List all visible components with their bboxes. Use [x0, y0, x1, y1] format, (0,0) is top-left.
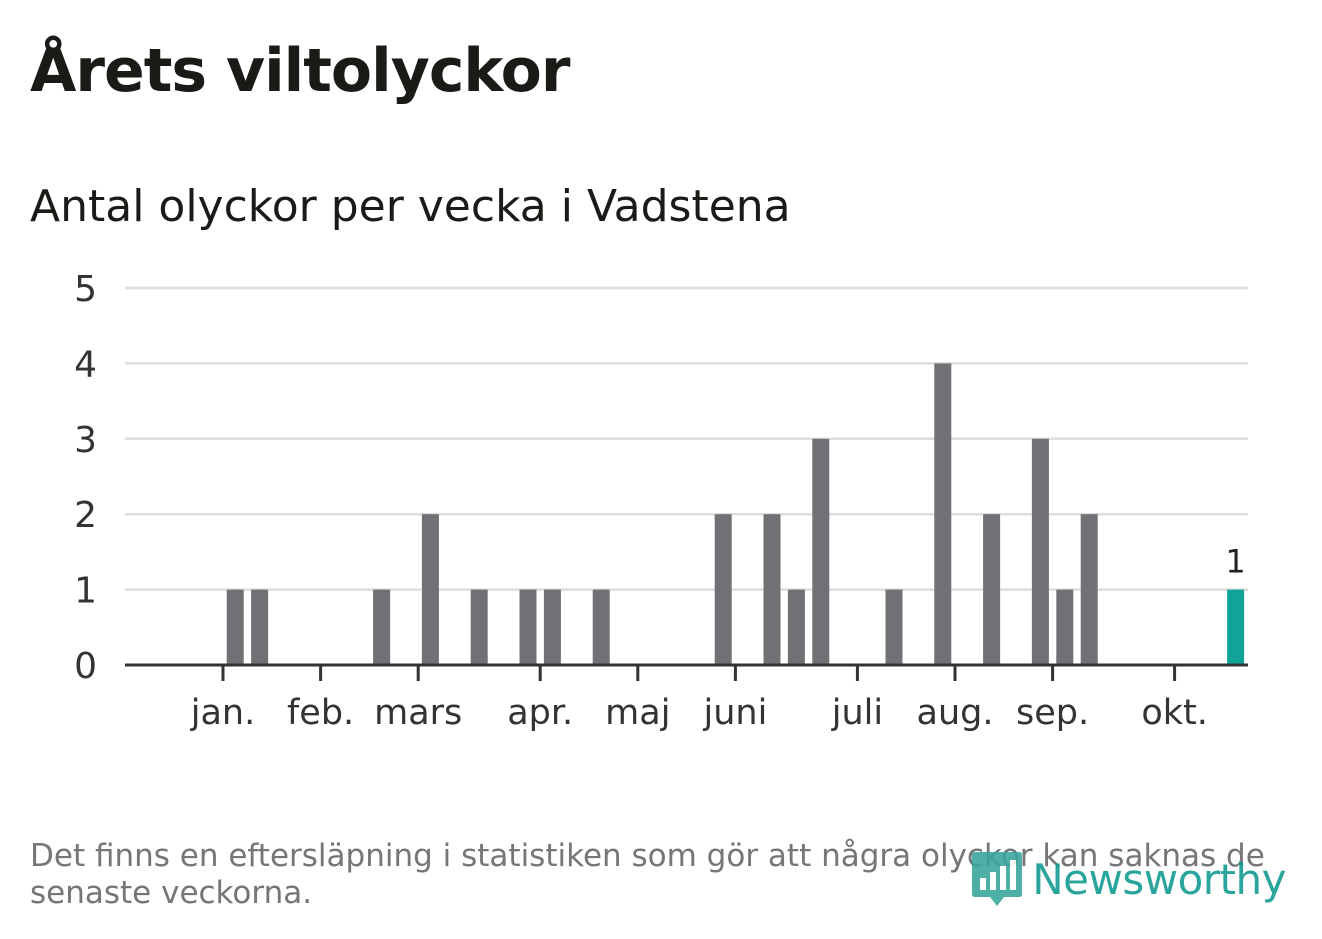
x-tick-label: apr. [507, 693, 573, 733]
chart-title: Årets viltolyckor [30, 36, 570, 106]
bar [519, 589, 537, 665]
bar [934, 363, 952, 665]
x-tick-label: aug. [917, 693, 994, 733]
bar [1227, 589, 1245, 665]
data-label: 1 [1225, 543, 1245, 581]
x-tick-label: juli [831, 693, 883, 733]
bar [763, 514, 781, 665]
bar [714, 514, 732, 665]
bar [787, 589, 805, 665]
bar [543, 589, 561, 665]
newsworthy-logo-icon [972, 852, 1023, 906]
bar-chart: 0 1 2 3 4 5 1 jan. feb. mars apr. maj juni juli aug. se… [74, 269, 1248, 733]
x-tick-label: feb. [287, 693, 354, 733]
x-tick-label: juni [702, 693, 767, 733]
footnote: Det finns en eftersläpning i statistiken… [30, 838, 1265, 911]
x-tick-label: okt. [1141, 693, 1208, 733]
y-tick-label: 0 [74, 646, 97, 687]
bar [812, 438, 830, 665]
chart-subtitle: Antal olyckor per vecka i Vadstena [30, 181, 791, 232]
bar [885, 589, 903, 665]
bar [421, 514, 439, 665]
x-tick-label: maj [605, 693, 670, 733]
x-tick-label: jan. [190, 693, 255, 733]
bar [983, 514, 1001, 665]
bar [470, 589, 488, 665]
bar [373, 589, 391, 665]
y-tick-label: 2 [74, 495, 97, 536]
x-tick-label: mars [374, 693, 462, 733]
y-tick-label: 4 [74, 344, 97, 385]
bar [592, 589, 610, 665]
y-tick-label: 3 [74, 420, 97, 461]
brand-logo: Newsworthy [970, 848, 1286, 910]
bar [226, 589, 244, 665]
x-tick-label: sep. [1016, 693, 1089, 733]
bar [251, 589, 269, 665]
y-tick-label: 1 [74, 571, 97, 612]
bar [1056, 589, 1074, 665]
brand-name: Newsworthy [1032, 854, 1286, 904]
bar [1031, 438, 1049, 665]
y-tick-label: 5 [74, 269, 97, 310]
bar [1080, 514, 1098, 665]
